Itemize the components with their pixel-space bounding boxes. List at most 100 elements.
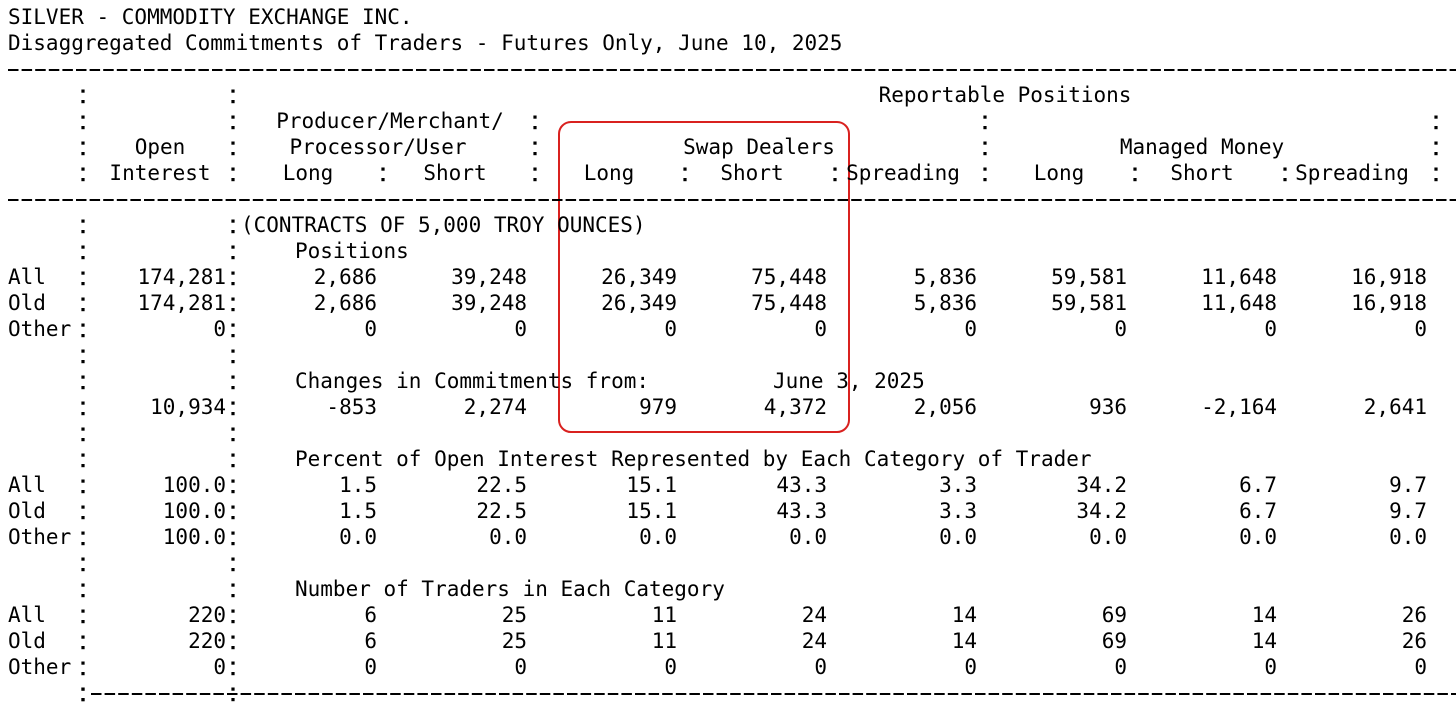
subtitle: Disaggregated Commitments of Traders - F… [8, 31, 842, 55]
colon-dot [231, 464, 235, 468]
colon-dot [81, 557, 85, 561]
colon-dot [231, 453, 235, 457]
cell: 174,281 [137, 265, 226, 289]
cell: 6 [364, 629, 377, 653]
colon-dot [983, 126, 987, 130]
colon-dot [231, 672, 235, 676]
cell: 0 [514, 655, 527, 679]
colon-dot [231, 646, 235, 650]
row-label: Other [8, 655, 71, 679]
row-label: All [8, 473, 46, 497]
cell: 0 [814, 317, 827, 341]
colon-dot [1434, 152, 1438, 156]
colon-dot [81, 230, 85, 234]
cell: 25 [502, 603, 527, 627]
colon-dot [81, 126, 85, 130]
cell: 3.3 [939, 473, 977, 497]
colon-dot [81, 505, 85, 509]
cell: 220 [188, 629, 226, 653]
section-title: Changes in Commitments from: [295, 369, 649, 393]
cell: -2,164 [1201, 395, 1277, 419]
cell: 24 [802, 603, 827, 627]
cell: 0 [1114, 655, 1127, 679]
colon-dot [81, 100, 85, 104]
colon-dot [81, 245, 85, 249]
cell: 11 [652, 603, 677, 627]
colon-dot [231, 219, 235, 223]
colon-dot [231, 308, 235, 312]
row-label: Old [8, 499, 46, 523]
colon-dot [1133, 178, 1137, 182]
cell: 26 [1402, 603, 1427, 627]
cell: 75,448 [751, 291, 827, 315]
column-subheader: Long [1034, 161, 1085, 185]
cell: 6 [364, 603, 377, 627]
colon-dot [231, 490, 235, 494]
cell: 936 [1089, 395, 1127, 419]
colon-dot [81, 698, 85, 702]
colon-dot [81, 516, 85, 520]
column-header: Interest [109, 161, 210, 185]
colon-dot [1283, 167, 1287, 171]
colon-dot [231, 531, 235, 535]
colon-dot [81, 583, 85, 587]
colon-dot [231, 349, 235, 353]
colon-dot [81, 594, 85, 598]
cell: 14 [1252, 603, 1277, 627]
title: SILVER - COMMODITY EXCHANGE INC. [8, 5, 413, 29]
colon-dot [231, 115, 235, 119]
cell: 100.0 [163, 499, 226, 523]
colon-dot [81, 531, 85, 535]
colon-dot [231, 152, 235, 156]
colon-dot [231, 635, 235, 639]
cell: 15.1 [626, 499, 677, 523]
cell: 0.0 [789, 525, 827, 549]
cell: 11,648 [1201, 265, 1277, 289]
colon-dot [81, 375, 85, 379]
column-subheader: Short [720, 161, 783, 185]
cell: 34.2 [1076, 473, 1127, 497]
colon-dot [81, 646, 85, 650]
colon-dot [231, 334, 235, 338]
colon-dot [231, 167, 235, 171]
colon-dot [983, 141, 987, 145]
column-subheader: Long [283, 161, 334, 185]
colon-dot [81, 635, 85, 639]
cell: 22.5 [476, 473, 527, 497]
colon-dot [81, 661, 85, 665]
colon-dot [231, 256, 235, 260]
cell: 100.0 [163, 525, 226, 549]
cell: 2,056 [914, 395, 977, 419]
cell: 0 [213, 317, 226, 341]
cell: 1.5 [339, 473, 377, 497]
colon-dot [81, 219, 85, 223]
cell: 0 [514, 317, 527, 341]
cell: 75,448 [751, 265, 827, 289]
colon-dot [81, 620, 85, 624]
colon-dot [231, 230, 235, 234]
colon-dot [231, 687, 235, 691]
row-label: All [8, 265, 46, 289]
column-header: Open [135, 135, 186, 159]
cell: 24 [802, 629, 827, 653]
colon-dot [81, 141, 85, 145]
colon-dot [81, 349, 85, 353]
cell: 0 [664, 655, 677, 679]
colon-dot [81, 542, 85, 546]
cell: 9.7 [1389, 499, 1427, 523]
row-label: All [8, 603, 46, 627]
colon-dot [231, 479, 235, 483]
colon-dot [231, 386, 235, 390]
colon-dot [231, 401, 235, 405]
cell: 25 [502, 629, 527, 653]
column-header: Producer/Merchant/ [276, 109, 504, 133]
cell: 0 [814, 655, 827, 679]
cell: 16,918 [1351, 265, 1427, 289]
cell: 0 [1114, 317, 1127, 341]
cell: 22.5 [476, 499, 527, 523]
cell: 16,918 [1351, 291, 1427, 315]
colon-dot [533, 115, 537, 119]
highlight-box [558, 121, 850, 433]
section-title: Positions [295, 239, 409, 263]
